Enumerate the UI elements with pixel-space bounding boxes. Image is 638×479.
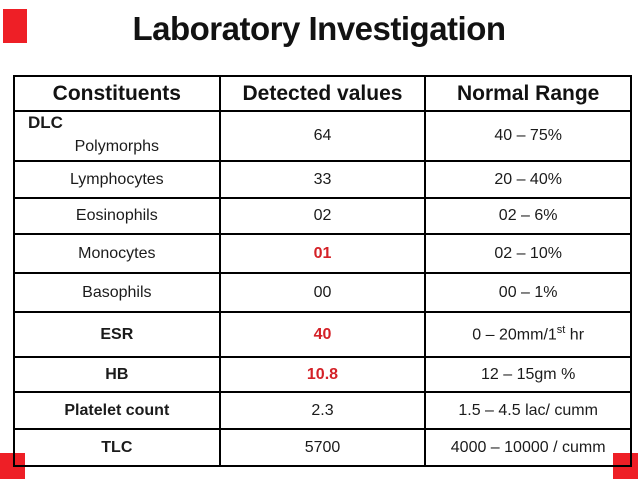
- range-text-unit: hr: [565, 326, 585, 344]
- constituent-cell: Platelet count: [13, 391, 221, 430]
- detected-value-cell-abnormal: 01: [218, 233, 427, 274]
- constituent-cell: TLC: [13, 428, 221, 467]
- lab-results-table: Constituents Detected values Normal Rang…: [13, 75, 632, 467]
- constituent-cell: Monocytes: [13, 233, 221, 274]
- table-row-tlc: TLC 5700 4000 – 10000 / cumm: [13, 428, 632, 467]
- page-title: Laboratory Investigation: [132, 10, 506, 47]
- detected-value-cell: 02: [218, 197, 427, 235]
- normal-range-cell: 0 – 20mm/1st hr: [424, 311, 632, 358]
- constituent-cell: HB: [13, 356, 221, 393]
- constituent-cell: Eosinophils: [13, 197, 221, 235]
- detected-value-cell: 00: [218, 272, 427, 313]
- detected-value-cell: 5700: [218, 428, 427, 467]
- header-normal-range: Normal Range: [424, 75, 632, 112]
- table-row-esr: ESR 40 0 – 20mm/1st hr: [13, 311, 632, 358]
- group-label-dlc: DLC: [28, 113, 63, 132]
- constituent-cell: Basophils: [13, 272, 221, 313]
- normal-range-cell: 00 – 1%: [424, 272, 632, 313]
- corner-accent-top-left: [3, 9, 27, 43]
- table-row-basophils: Basophils 00 00 – 1%: [13, 272, 632, 313]
- normal-range-cell: 02 – 10%: [424, 233, 632, 274]
- table-row-platelet-count: Platelet count 2.3 1.5 – 4.5 lac/ cumm: [13, 391, 632, 430]
- table-row-lymphocytes: Lymphocytes 33 20 – 40%: [13, 160, 632, 199]
- detected-value-cell: 64: [218, 110, 427, 162]
- table-row-eosinophils: Eosinophils 02 02 – 6%: [13, 197, 632, 235]
- normal-range-cell: 20 – 40%: [424, 160, 632, 199]
- header-detected-values: Detected values: [218, 75, 427, 112]
- constituent-cell: ESR: [13, 311, 221, 358]
- normal-range-cell: 02 – 6%: [424, 197, 632, 235]
- detected-value-cell: 2.3: [218, 391, 427, 430]
- table-row-polymorphs: DLC Polymorphs 64 40 – 75%: [13, 110, 632, 162]
- constituent-label: Polymorphs: [74, 138, 160, 155]
- constituent-cell: Lymphocytes: [13, 160, 221, 199]
- table-header-row: Constituents Detected values Normal Rang…: [13, 75, 632, 112]
- detected-value-cell: 33: [218, 160, 427, 199]
- table-row-monocytes: Monocytes 01 02 – 10%: [13, 233, 632, 274]
- normal-range-cell: 12 – 15gm %: [424, 356, 632, 393]
- detected-value-cell-abnormal: 40: [218, 311, 427, 358]
- normal-range-cell: 1.5 – 4.5 lac/ cumm: [424, 391, 632, 430]
- normal-range-cell: 4000 – 10000 / cumm: [424, 428, 632, 467]
- range-superscript: st: [556, 324, 566, 337]
- table-row-hb: HB 10.8 12 – 15gm %: [13, 356, 632, 393]
- detected-value-cell-abnormal: 10.8: [218, 356, 427, 393]
- constituent-cell: DLC Polymorphs: [13, 110, 221, 162]
- range-text: 0 – 20mm/1: [472, 326, 557, 344]
- normal-range-cell: 40 – 75%: [424, 110, 632, 162]
- header-constituents: Constituents: [13, 75, 221, 112]
